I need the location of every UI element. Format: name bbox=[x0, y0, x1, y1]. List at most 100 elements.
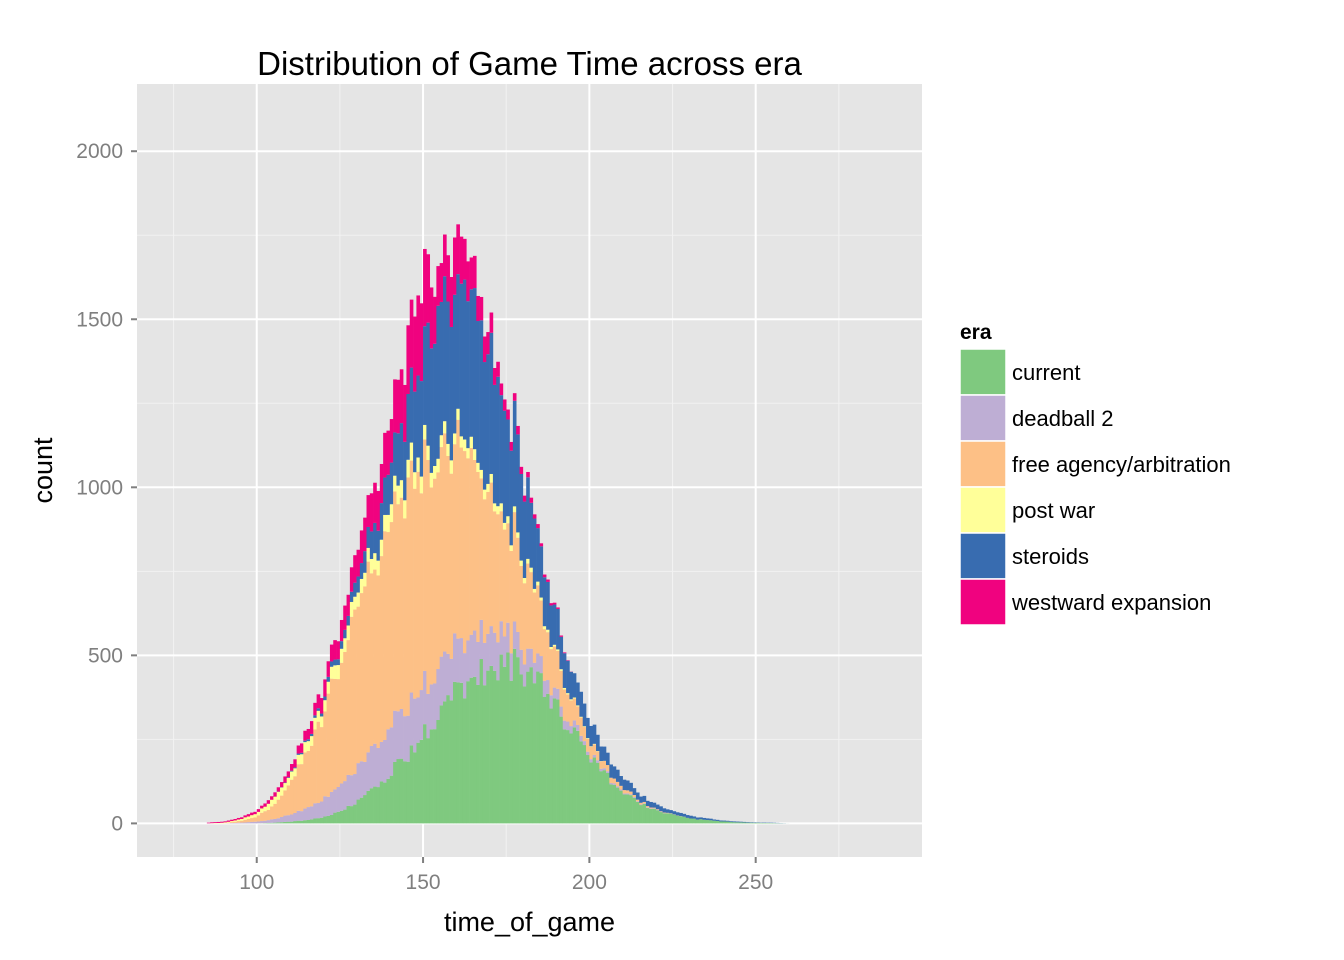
histogram-bar bbox=[589, 746, 593, 747]
histogram-bar bbox=[206, 822, 211, 824]
histogram-bar bbox=[635, 799, 640, 802]
histogram-bar bbox=[559, 635, 564, 637]
histogram-bar bbox=[389, 462, 394, 505]
histogram-bar bbox=[489, 473, 494, 483]
histogram-bar bbox=[346, 594, 351, 616]
histogram-bar bbox=[599, 771, 603, 824]
histogram-bar bbox=[386, 474, 391, 515]
histogram-bar bbox=[369, 745, 374, 789]
histogram-bar bbox=[569, 726, 574, 734]
histogram-bar bbox=[462, 698, 467, 824]
histogram-bar bbox=[562, 652, 567, 654]
histogram-bar bbox=[596, 762, 600, 824]
histogram-bar bbox=[452, 294, 457, 434]
histogram-bar bbox=[556, 649, 560, 651]
histogram-bar bbox=[572, 727, 577, 824]
histogram-bar bbox=[266, 820, 271, 823]
histogram-bar bbox=[266, 800, 271, 804]
histogram-bar bbox=[446, 695, 450, 824]
histogram-bar bbox=[406, 715, 411, 762]
histogram-bar bbox=[226, 821, 231, 823]
histogram-bar bbox=[316, 818, 321, 824]
histogram-bar bbox=[506, 622, 510, 653]
histogram-bar bbox=[559, 669, 564, 671]
histogram-bar bbox=[699, 819, 703, 824]
histogram-bar bbox=[446, 455, 450, 654]
histogram-bar bbox=[539, 673, 544, 824]
histogram-bar bbox=[572, 673, 577, 698]
histogram-bar bbox=[456, 224, 460, 275]
histogram-bar bbox=[486, 491, 490, 634]
histogram-bar bbox=[386, 778, 391, 824]
histogram-bar bbox=[306, 750, 311, 808]
histogram-bar bbox=[452, 681, 457, 824]
histogram-bar bbox=[286, 821, 291, 824]
histogram-bar bbox=[692, 818, 697, 824]
histogram-bar bbox=[439, 263, 444, 302]
x-tick-label: 100 bbox=[239, 871, 274, 894]
histogram-bar bbox=[542, 696, 547, 824]
histogram-bar bbox=[359, 761, 364, 798]
histogram-bar bbox=[313, 702, 317, 716]
histogram-bar bbox=[299, 752, 304, 755]
histogram-bar bbox=[576, 706, 580, 725]
histogram-bar bbox=[606, 771, 610, 773]
histogram-bar bbox=[423, 724, 427, 824]
histogram-bar bbox=[742, 822, 747, 824]
chart-title: Distribution of Game Time across era bbox=[257, 45, 802, 82]
histogram-bar bbox=[336, 679, 341, 788]
histogram-bar bbox=[486, 633, 490, 671]
histogram-bar bbox=[519, 674, 524, 824]
histogram-bar bbox=[369, 531, 374, 559]
histogram-bar bbox=[446, 301, 450, 444]
histogram-bar bbox=[286, 777, 291, 786]
histogram-bar bbox=[356, 576, 361, 593]
legend-key bbox=[959, 440, 1007, 488]
histogram-bar bbox=[549, 603, 554, 606]
histogram-bar bbox=[409, 367, 414, 443]
histogram-bar bbox=[459, 436, 464, 448]
histogram-bar bbox=[536, 528, 540, 582]
histogram-bar bbox=[419, 690, 424, 740]
histogram-bar bbox=[512, 393, 517, 401]
histogram-bar bbox=[273, 792, 278, 797]
histogram-bar bbox=[426, 460, 431, 694]
histogram-bar bbox=[606, 765, 610, 772]
histogram-bar bbox=[379, 463, 384, 504]
histogram-bar bbox=[532, 683, 537, 824]
histogram-bar bbox=[752, 822, 756, 824]
histogram-bar bbox=[522, 501, 527, 579]
histogram-bar bbox=[615, 781, 620, 787]
histogram-bar bbox=[413, 698, 417, 753]
histogram-bar bbox=[589, 762, 593, 824]
histogram-bar bbox=[556, 607, 560, 609]
histogram-bar bbox=[509, 450, 514, 546]
histogram-bar bbox=[376, 490, 381, 531]
histogram-bar bbox=[552, 644, 557, 647]
histogram-bar bbox=[642, 795, 647, 802]
histogram-bar bbox=[642, 803, 647, 804]
histogram-bar bbox=[240, 817, 244, 819]
histogram-bar bbox=[592, 754, 597, 758]
histogram-bar bbox=[346, 615, 351, 626]
histogram-bar bbox=[396, 504, 401, 712]
histogram-bar bbox=[409, 299, 414, 368]
histogram-bar bbox=[356, 763, 361, 800]
histogram-bar bbox=[280, 782, 284, 788]
histogram-bar bbox=[552, 698, 557, 824]
histogram-bar bbox=[309, 733, 314, 737]
histogram-bar bbox=[492, 511, 497, 633]
histogram-bar bbox=[586, 751, 590, 756]
histogram-bar bbox=[256, 809, 261, 812]
histogram-bar bbox=[446, 653, 450, 696]
histogram-bar bbox=[373, 482, 377, 523]
histogram-bar bbox=[436, 472, 440, 670]
histogram-bar bbox=[672, 811, 677, 815]
histogram-bar bbox=[602, 770, 607, 824]
histogram-bar bbox=[632, 788, 637, 796]
histogram-bar bbox=[376, 560, 381, 576]
histogram-bar bbox=[230, 822, 234, 824]
histogram-bar bbox=[353, 582, 357, 597]
histogram-bar bbox=[682, 816, 687, 824]
histogram-bar bbox=[625, 794, 630, 824]
